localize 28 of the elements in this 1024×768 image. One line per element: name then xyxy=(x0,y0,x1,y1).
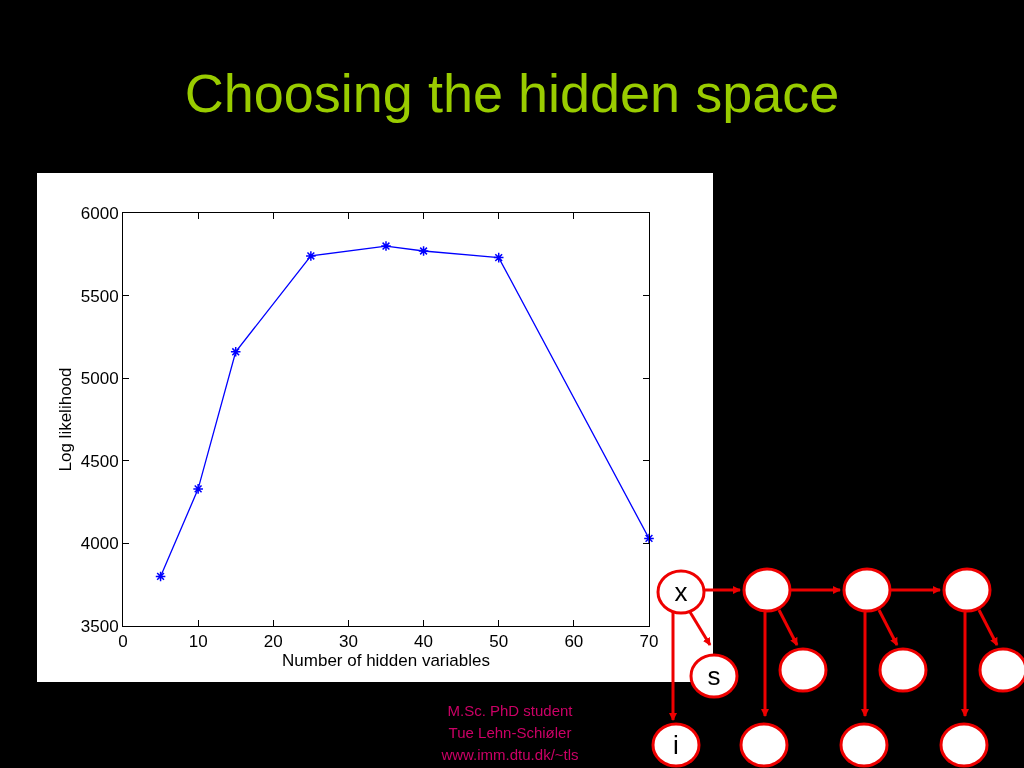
x-tick-label: 60 xyxy=(564,632,584,652)
y-tick-label: 5000 xyxy=(80,369,119,389)
chart-title: Choosing the hidden space xyxy=(183,62,841,124)
point xyxy=(380,240,392,252)
text: Tue Lehn-Schiøler xyxy=(448,724,572,741)
y-axis-title: Log likelihood xyxy=(56,367,76,472)
point xyxy=(493,252,505,264)
x-tick-label: 70 xyxy=(639,632,659,652)
point xyxy=(305,250,317,262)
y-tick-label: 4000 xyxy=(80,534,119,554)
x-tick-label: 0 xyxy=(118,632,128,652)
x-axis-title: Number of hidden variables xyxy=(282,651,490,671)
x-tick-label: 10 xyxy=(188,632,208,652)
point xyxy=(192,483,204,495)
point xyxy=(643,532,655,544)
x-tick-label: 30 xyxy=(338,632,358,652)
y-tick-label: 4500 xyxy=(80,451,119,471)
text: www.imm.dtu.dk/~tls xyxy=(441,746,579,763)
y-tick-label: 6000 xyxy=(80,203,119,223)
point xyxy=(155,570,167,582)
y-tick-label: 5500 xyxy=(80,286,119,306)
x-tick-label: 40 xyxy=(414,632,434,652)
point xyxy=(230,346,242,358)
x-tick-label: 50 xyxy=(489,632,509,652)
x-tick-label: 20 xyxy=(263,632,283,652)
y-tick-label: 3500 xyxy=(80,616,119,636)
point xyxy=(418,245,430,257)
text: M.Sc. PhD student xyxy=(447,702,573,719)
